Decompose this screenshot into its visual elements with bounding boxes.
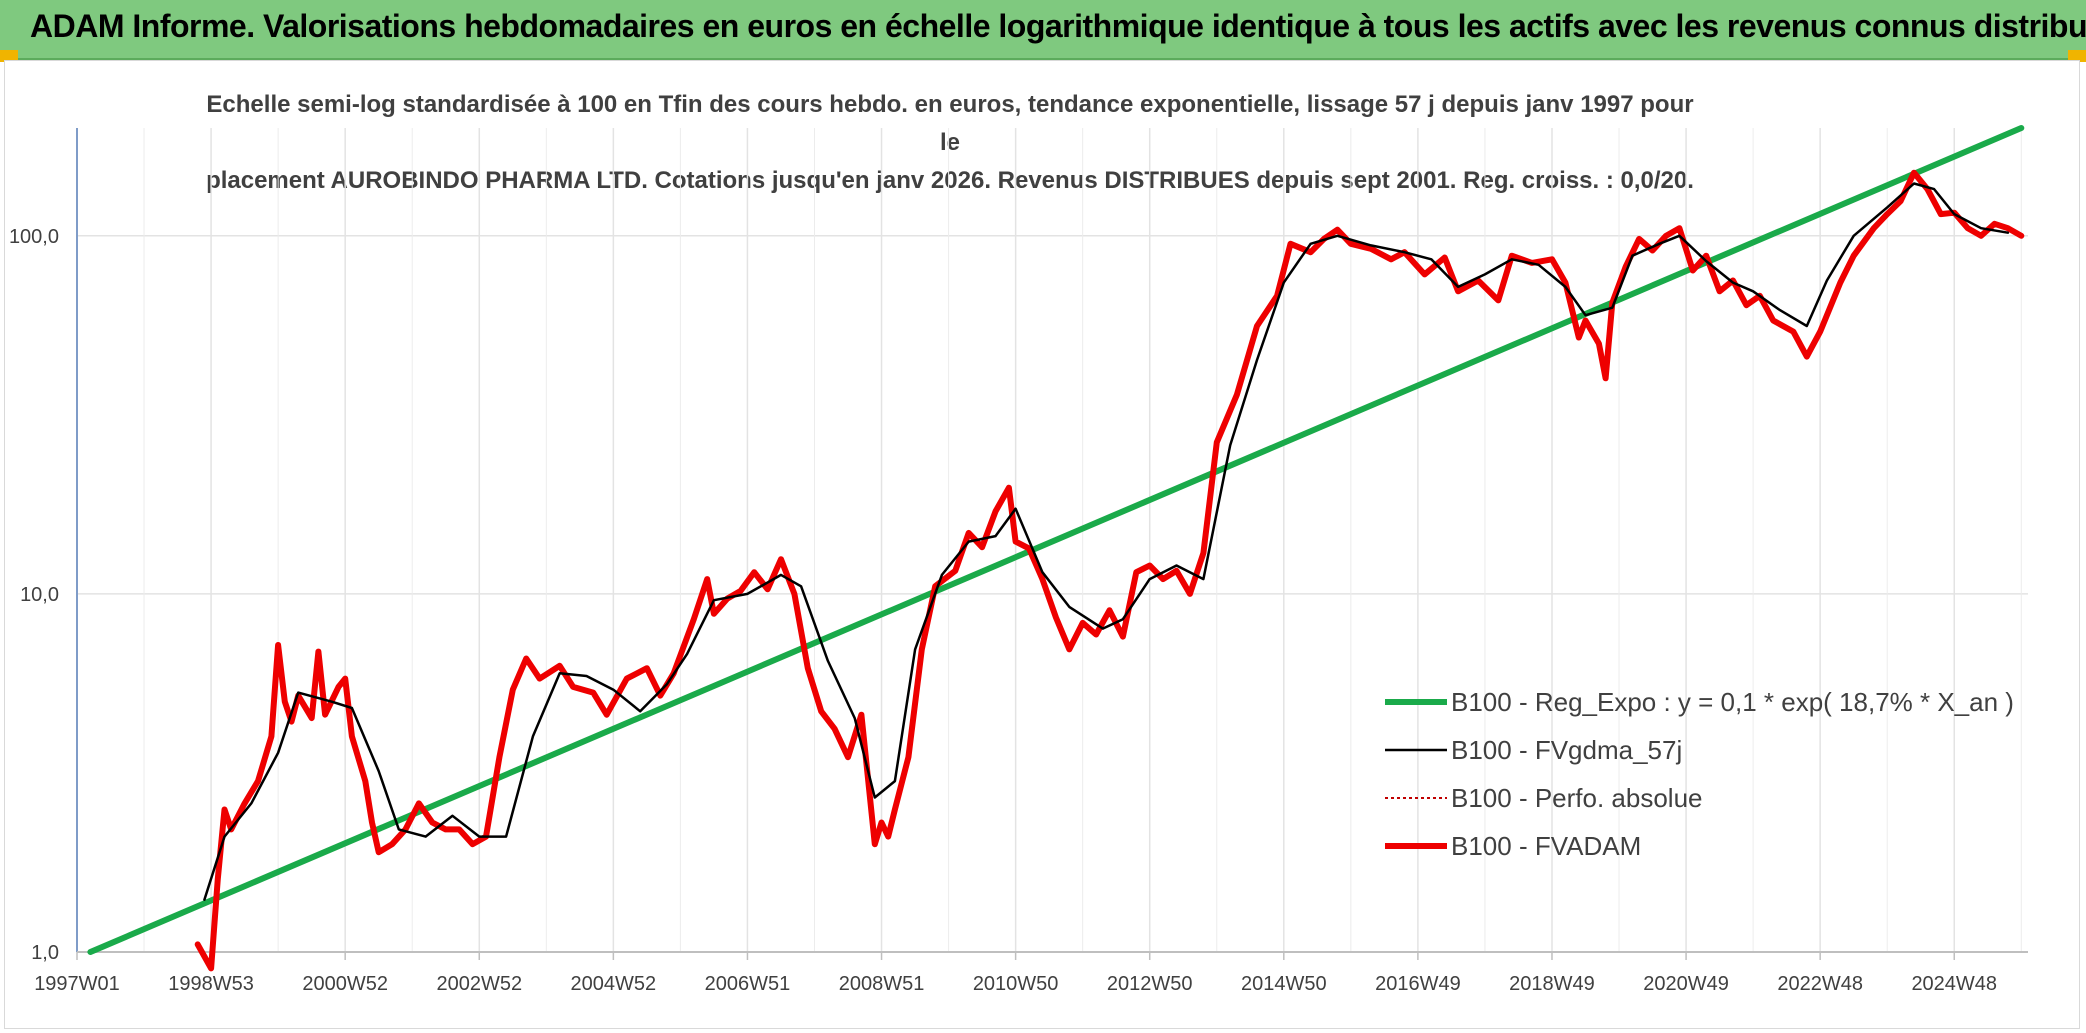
x-tick-label: 2014W50 (1241, 973, 1327, 995)
report-header: ADAM Informe. Valorisations hebdomadaire… (0, 0, 2086, 60)
x-tick-label: 2020W49 (1643, 973, 1729, 995)
x-tick-label: 2004W52 (571, 973, 657, 995)
chart-series (87, 125, 2025, 972)
chart-title: Echelle semi-log standardisée à 100 en T… (200, 86, 1700, 200)
y-tick-label: 10,0 (20, 584, 59, 606)
x-tick-label: 2012W50 (1107, 973, 1193, 995)
x-tick-label: 2000W52 (302, 973, 388, 995)
series-line-1 (203, 182, 2010, 901)
corner-mark-left (0, 50, 18, 62)
x-tick-label: 2010W50 (973, 973, 1059, 995)
legend-label-0: B100 - Reg_Expo : y = 0,1 * exp( 18,7% *… (1451, 687, 2014, 717)
x-tick-labels: 1997W01 1998W53 2000W52 2002W52 2004W52 2006W… (34, 973, 1997, 995)
report-title: ADAM Informe. Valorisations hebdomadaire… (30, 8, 2086, 44)
chart-legend: B100 - Reg_Expo : y = 0,1 * exp( 18,7% *… (1385, 687, 2014, 861)
x-tick-label: 2018W49 (1509, 973, 1595, 995)
chart-title-line-1: Echelle semi-log standardisée à 100 en T… (206, 91, 1694, 156)
x-tick-label: 2024W48 (1911, 973, 1997, 995)
x-tick-label: 2022W48 (1777, 973, 1863, 995)
legend-label-3: B100 - FVADAM (1451, 831, 1641, 861)
chart-title-line-2: placement AUROBINDO PHARMA LTD. Cotation… (206, 167, 1694, 194)
x-tick-label: 2016W49 (1375, 973, 1461, 995)
x-tick-label: 2002W52 (436, 973, 522, 995)
y-tick-labels: 1,0 10,0 100,0 (9, 226, 59, 964)
x-tick-label: 1998W53 (168, 973, 254, 995)
series-line-0 (87, 125, 2025, 955)
legend-label-1: B100 - FVgdma_57j (1451, 735, 1682, 765)
x-tick-label: 2008W51 (839, 973, 925, 995)
x-tick-label: 1997W01 (34, 973, 120, 995)
y-tick-label: 1,0 (31, 942, 59, 964)
x-tick-label: 2006W51 (705, 973, 791, 995)
series-line-3 (194, 169, 2025, 972)
corner-mark-right (2068, 50, 2086, 62)
legend-label-2: B100 - Perfo. absolue (1451, 783, 1703, 813)
y-tick-label: 100,0 (9, 226, 59, 248)
